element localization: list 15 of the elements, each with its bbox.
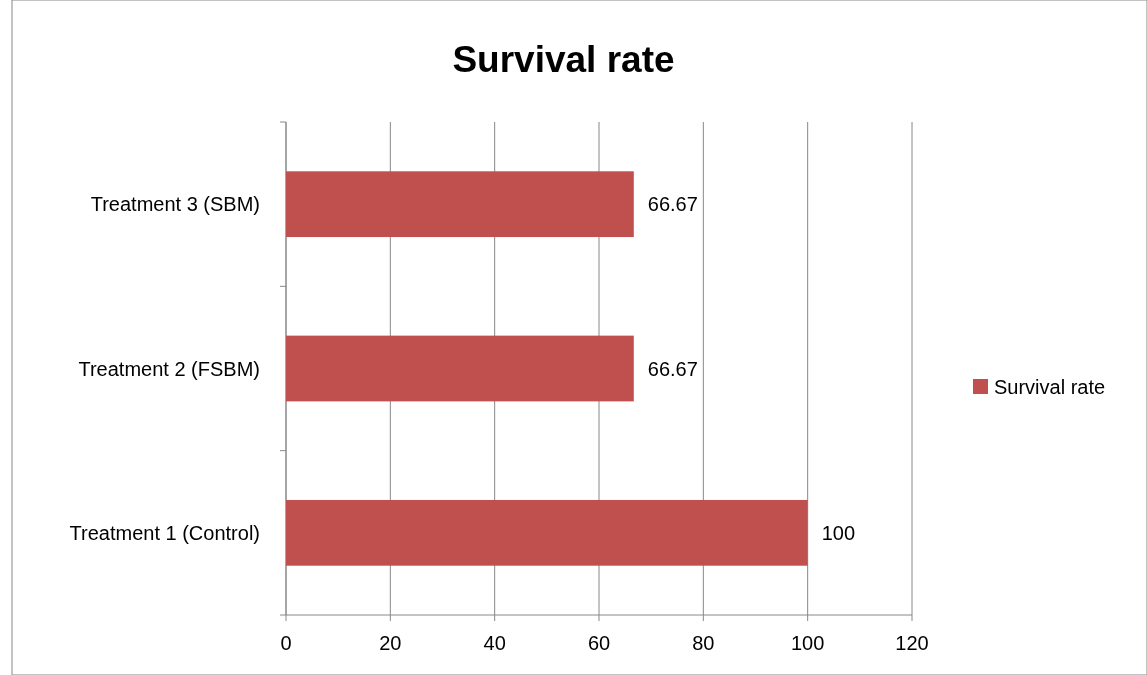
data-label: 66.67	[647, 357, 698, 380]
x-tick-label: 60	[587, 632, 611, 654]
x-tick-label: 100	[790, 632, 825, 654]
data-label: 100	[821, 521, 856, 544]
x-tick-label: 0	[280, 632, 292, 654]
y-tick-label: Treatment 1 (Control)	[69, 521, 260, 544]
x-tick-label: 40	[483, 632, 506, 654]
data-label: 66.67	[647, 193, 698, 216]
x-tick-label: 20	[379, 632, 402, 654]
y-tick-label: Treatment 2 (FSBM)	[78, 357, 260, 380]
legend-label: Survival rate	[994, 376, 1106, 398]
x-tick-label: 120	[895, 632, 929, 654]
chart-title: Survival rate	[452, 39, 675, 80]
y-tick-label: Treatment 3 (SBM)	[90, 193, 260, 216]
x-tick-label: 80	[692, 632, 715, 654]
